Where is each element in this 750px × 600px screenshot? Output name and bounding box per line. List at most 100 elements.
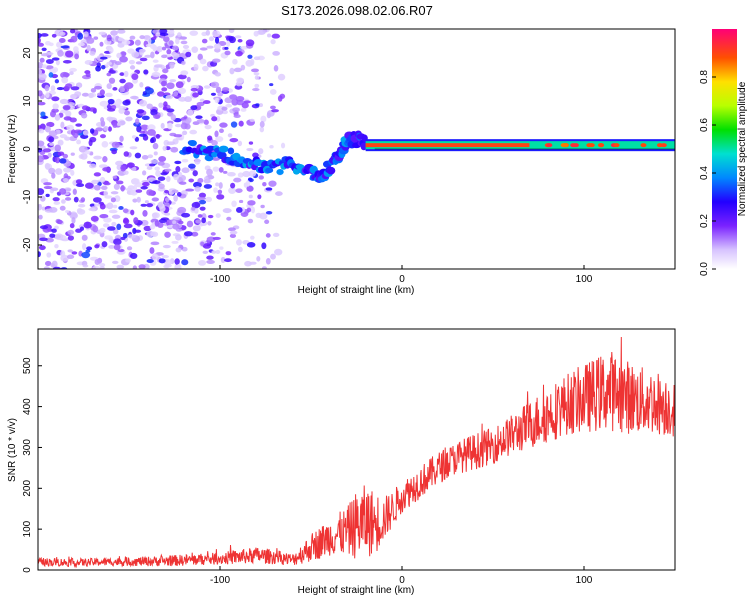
spectrogram-noise-blob	[110, 191, 119, 195]
colorbar-label: Normalized spectral amplitude	[737, 81, 748, 216]
spectrogram-noise-blob	[227, 133, 233, 138]
spectrogram-noise-blob	[111, 141, 120, 148]
spectrogram-noise-blob	[73, 196, 79, 203]
colorbar-tick-label: 0.2	[699, 214, 710, 228]
spectrogram-noise-blob	[210, 232, 216, 236]
spectrogram-noise-blob	[199, 58, 207, 65]
spectrogram-noise-blob	[218, 182, 223, 189]
spectrogram-noise-blob	[65, 197, 72, 201]
spectrogram-noise-blob	[99, 203, 106, 210]
spectrogram-noise-blob	[40, 53, 49, 57]
spectrogram-noise-blob	[140, 185, 148, 190]
snr-y-tick-label: 300	[22, 439, 33, 456]
spectrogram-noise-blob	[48, 136, 55, 143]
spectrogram-noise-blob	[127, 234, 137, 239]
spectrogram-noise-blob	[158, 218, 167, 223]
spectrogram-noise-blob	[233, 67, 243, 73]
spectrogram-noise-blob	[101, 241, 108, 248]
spectrogram-noise-blob	[160, 122, 165, 129]
spectrogram-noise-blob	[60, 121, 65, 129]
spectrogram-noise-blob	[43, 185, 53, 190]
spectrogram-noise-blob	[256, 29, 266, 35]
spectrogram-noise-blob	[260, 115, 267, 123]
spectrogram-noise-blob	[241, 102, 249, 109]
spectrogram-noise-blob	[132, 198, 138, 203]
spectrogram-noise-blob	[143, 225, 152, 232]
spectrogram-noise-blob	[245, 180, 251, 187]
spectrogram-noise-blob	[60, 71, 70, 79]
snr-y-tick-label: 200	[22, 480, 33, 497]
spectrogram-noise-blob	[270, 39, 276, 45]
spectrogram-noise-blob	[140, 219, 149, 226]
spectrogram-noise-blob	[38, 62, 44, 69]
spectrogram-noise-blob	[173, 91, 179, 97]
spectrogram-noise-blob	[99, 89, 105, 96]
spectrogram-noise-blob	[212, 58, 221, 63]
spectrogram-noise-blob	[108, 237, 114, 243]
spectrogram-noise-blob	[113, 244, 121, 251]
snr-y-tick-label: 100	[22, 520, 33, 537]
spectrogram-noise-blob	[130, 95, 139, 100]
spectrogram-noise-blob	[230, 182, 236, 189]
spectrogram-noise-blob	[123, 170, 129, 175]
spectrogram-noise-blob	[142, 134, 149, 141]
spectrogram-noise-blob	[216, 194, 225, 200]
spectrogram-noise-blob	[46, 121, 55, 128]
spectrogram-noise-blob	[172, 220, 177, 225]
spectrogram-noise-blob	[217, 189, 223, 195]
spectrogram-noise-blob	[228, 187, 237, 195]
spectrogram-noise-blob	[73, 129, 83, 134]
spectrogram-steady-peak	[613, 143, 620, 148]
spectrogram-noise-blob	[103, 217, 112, 223]
spectrogram-noise-blob	[166, 108, 175, 113]
spectrogram-noise-blob	[212, 166, 220, 172]
spectrogram-x-ticks: -100 0 100	[210, 265, 593, 285]
spectrogram-noise-blob	[169, 79, 177, 83]
spectrogram-noise-blob	[38, 188, 45, 196]
spectrogram-noise-blob	[270, 253, 276, 260]
spectrogram-noise-blob	[45, 92, 50, 98]
spectrogram-noise-blob	[63, 167, 72, 173]
spectrogram-noise-blob	[134, 39, 141, 46]
spectrogram-noise-blob	[172, 223, 180, 230]
spectrogram-noise-blob	[38, 90, 43, 97]
spectrogram-noise-blob	[250, 235, 255, 240]
spectrogram-noise-blob	[196, 101, 205, 107]
spectrogram-noise-blob	[54, 79, 60, 84]
spectrogram-noise-blob	[206, 259, 215, 265]
spectrogram-noise-blob	[71, 251, 78, 255]
spectrogram-noise-blob	[203, 85, 211, 89]
spectrogram-noise-blob	[176, 136, 183, 141]
spectrogram-noise-blob	[92, 197, 102, 203]
spectrogram-noise-blob	[275, 191, 283, 196]
spectrogram-noise-blob	[74, 53, 80, 60]
spectrogram-noise-blob	[203, 119, 209, 125]
spectrogram-noise-blob	[95, 65, 102, 72]
spectrogram-steady-peak	[570, 143, 577, 148]
spectrogram-noise-blob	[170, 52, 178, 56]
spectrogram-noise-blob	[123, 110, 131, 116]
colorbar-tick-label: 0.6	[699, 118, 710, 132]
spectrogram-noise-blob	[158, 102, 164, 108]
spectrogram-noise-blob	[270, 105, 276, 110]
spectrogram-noise-blob	[92, 225, 99, 233]
spectrogram-noise-blob	[108, 209, 118, 214]
spectrogram-noise-blob	[56, 219, 63, 225]
spectrogram-noise-blob	[41, 47, 47, 52]
spectrogram-noise-blob	[52, 103, 59, 110]
spectrogram-steady-peak	[588, 143, 595, 148]
spectrogram-noise-blob	[252, 88, 260, 92]
spectrogram-noise-blob	[52, 266, 62, 269]
spectrogram-noise-blob	[258, 103, 263, 108]
spectrogram-noise-blob	[106, 34, 112, 42]
snr-x-tick-label: -100	[210, 575, 230, 586]
spectrogram-noise-blob	[146, 189, 154, 196]
spectrogram-noise-blob	[193, 63, 199, 71]
spectrogram-noise-blob	[142, 170, 147, 176]
spectrogram-noise-blob	[199, 206, 206, 211]
spectrogram-noise-blob	[108, 245, 115, 249]
spectrogram-noise-blob	[51, 57, 60, 61]
snr-panel: -100 0 100 0 100 200 300 400 500 Height of stra…	[7, 328, 676, 596]
spectrogram-noise-blob	[76, 208, 83, 213]
spectrogram-noise-blob	[265, 210, 273, 215]
